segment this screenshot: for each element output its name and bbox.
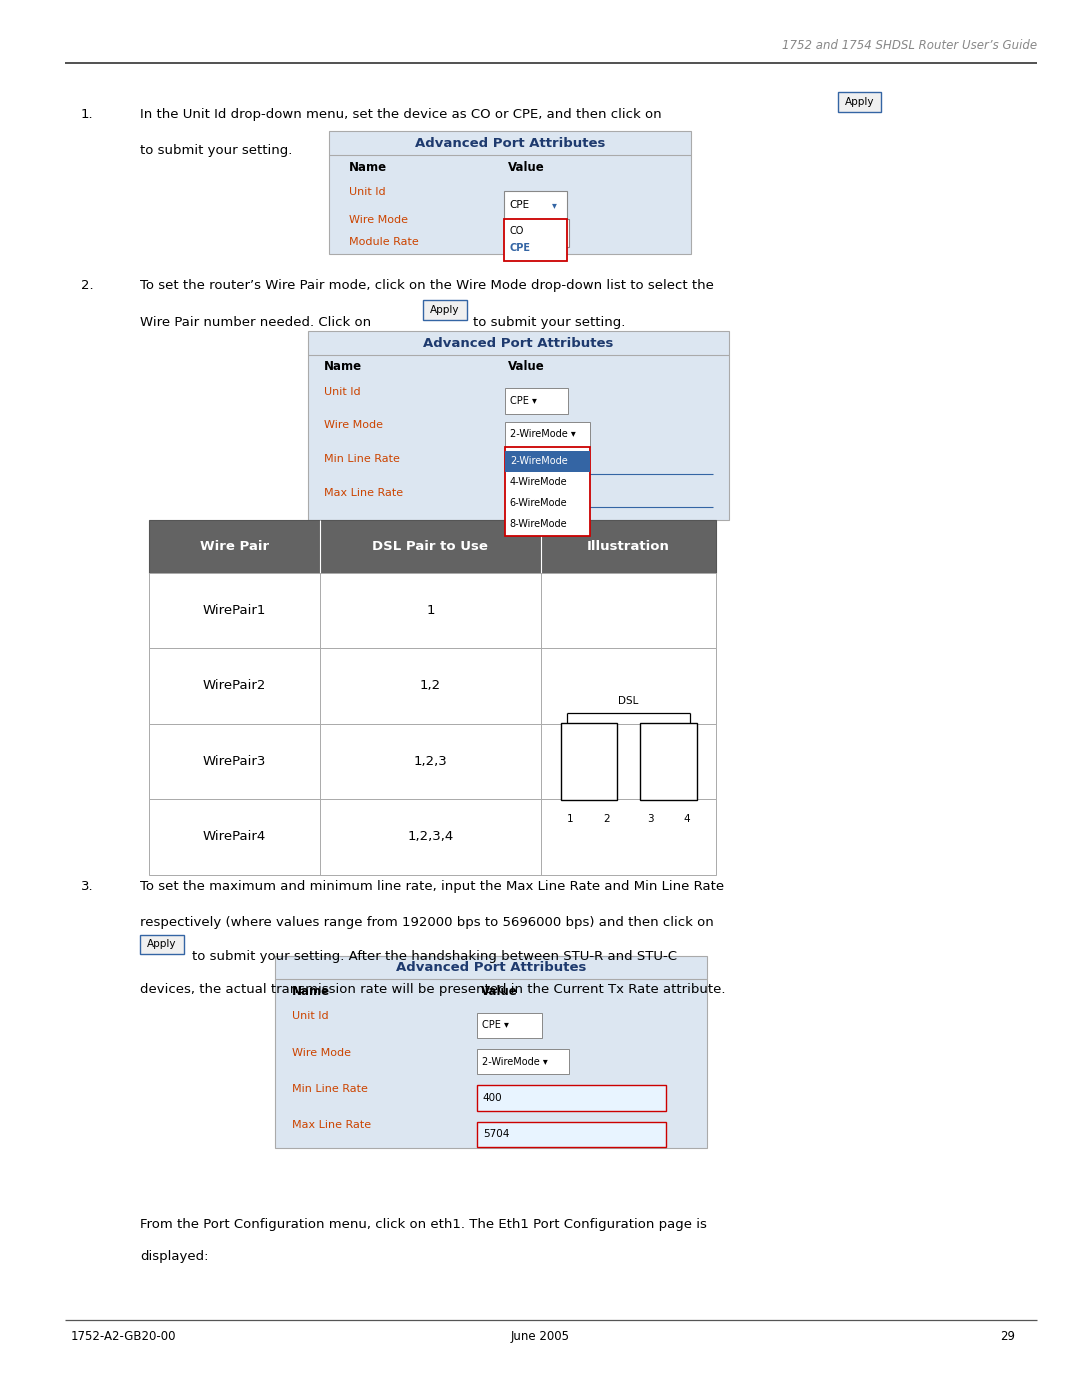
Bar	[149, 573, 716, 648]
Text: Wire Pair number needed. Click on: Wire Pair number needed. Click on	[140, 316, 372, 328]
Text: 1,2: 1,2	[420, 679, 441, 693]
Text: 29: 29	[1000, 1330, 1015, 1343]
Text: Wire Mode: Wire Mode	[349, 215, 408, 225]
Text: 1,2,3,4: 1,2,3,4	[407, 830, 454, 844]
Text: Advanced Port Attributes: Advanced Port Attributes	[423, 337, 613, 349]
Text: 2-WireMode: 2-WireMode	[510, 455, 567, 467]
Text: 2-WireMode ▾: 2-WireMode ▾	[510, 429, 576, 440]
Text: ▾: ▾	[552, 200, 556, 211]
Text: Max Line Rate: Max Line Rate	[292, 1120, 370, 1130]
Text: To set the maximum and minimum line rate, input the Max Line Rate and Min Line R: To set the maximum and minimum line rate…	[140, 880, 725, 893]
Text: to submit your setting.: to submit your setting.	[473, 316, 625, 328]
Text: Wire Mode: Wire Mode	[292, 1048, 351, 1058]
Bar	[505, 451, 590, 472]
Text: Wire Mode: Wire Mode	[324, 420, 383, 430]
Text: 1752-A2-GB20-00: 1752-A2-GB20-00	[70, 1330, 176, 1343]
Text: DSL: DSL	[619, 696, 638, 707]
Text: 2: 2	[604, 813, 610, 824]
Text: From the Port Configuration menu, click on eth1. The Eth1 Port Configuration pag: From the Port Configuration menu, click …	[140, 1218, 707, 1231]
Text: Apply: Apply	[147, 939, 177, 950]
Text: Name: Name	[349, 161, 387, 173]
Bar	[149, 520, 716, 573]
Text: Min Line Rate: Min Line Rate	[292, 1084, 367, 1094]
Bar	[477, 1049, 569, 1074]
Bar	[504, 191, 567, 219]
Text: Apply: Apply	[430, 305, 460, 316]
Text: Advanced Port Attributes: Advanced Port Attributes	[396, 961, 586, 974]
Text: Unit Id: Unit Id	[292, 1011, 328, 1021]
Text: WirePair4: WirePair4	[203, 830, 266, 844]
Text: 8-WireMode: 8-WireMode	[510, 518, 567, 529]
Text: 4: 4	[684, 813, 690, 824]
Text: 1: 1	[427, 604, 434, 617]
Bar	[838, 92, 881, 112]
Text: 1752 and 1754 SHDSL Router User’s Guide: 1752 and 1754 SHDSL Router User’s Guide	[782, 39, 1037, 52]
Text: Name: Name	[324, 360, 362, 373]
Bar	[308, 331, 729, 520]
Text: 3: 3	[647, 813, 653, 824]
Text: Apply: Apply	[845, 96, 875, 108]
Text: Value: Value	[481, 985, 517, 997]
Bar	[505, 388, 568, 414]
Text: In the Unit Id drop-down menu, set the device as CO or CPE, and then click on: In the Unit Id drop-down menu, set the d…	[140, 108, 662, 120]
Text: 6-WireMode: 6-WireMode	[510, 497, 567, 509]
Text: 1.: 1.	[81, 108, 94, 120]
Bar	[561, 724, 617, 800]
Text: 1: 1	[567, 813, 573, 824]
Text: Min Line Rate: Min Line Rate	[324, 454, 400, 464]
Bar	[423, 300, 467, 320]
Text: June 2005: June 2005	[511, 1330, 569, 1343]
Bar	[149, 648, 716, 724]
Bar	[149, 724, 716, 799]
Text: CPE: CPE	[510, 200, 530, 211]
Text: CPE ▾: CPE ▾	[482, 1020, 509, 1031]
Text: Name: Name	[292, 985, 329, 997]
Bar	[477, 1122, 666, 1147]
Text: WirePair3: WirePair3	[203, 754, 266, 768]
Text: 1,2,3: 1,2,3	[414, 754, 447, 768]
Text: To set the router’s Wire Pair mode, click on the Wire Mode drop-down list to sel: To set the router’s Wire Pair mode, clic…	[140, 279, 714, 292]
Text: devices, the actual transmission rate will be presented in the Current Tx Rate a: devices, the actual transmission rate wi…	[140, 983, 726, 996]
Text: ode: ode	[510, 228, 528, 239]
Bar	[329, 131, 691, 254]
Bar	[477, 1013, 542, 1038]
Text: CO: CO	[510, 226, 524, 236]
Text: 3.: 3.	[81, 880, 94, 893]
Bar	[275, 956, 707, 1148]
Text: ▾: ▾	[554, 228, 558, 239]
Text: WirePair1: WirePair1	[203, 604, 266, 617]
Bar	[140, 935, 184, 954]
Bar	[504, 219, 567, 261]
Bar	[640, 724, 697, 800]
Text: Illustration: Illustration	[588, 539, 670, 553]
Text: 4-WireMode: 4-WireMode	[510, 476, 567, 488]
Text: Advanced Port Attributes: Advanced Port Attributes	[415, 137, 606, 149]
Text: 400: 400	[483, 1092, 502, 1104]
Bar	[477, 1085, 666, 1111]
Text: Unit Id: Unit Id	[349, 187, 386, 197]
Text: CPE ▾: CPE ▾	[510, 395, 537, 407]
Text: respectively (where values range from 192000 bps to 5696000 bps) and then click : respectively (where values range from 19…	[140, 916, 714, 929]
Text: displayed:: displayed:	[140, 1250, 208, 1263]
Bar	[505, 447, 590, 536]
Text: DSL Pair to Use: DSL Pair to Use	[373, 539, 488, 553]
Text: 2-WireMode ▾: 2-WireMode ▾	[482, 1056, 548, 1067]
Text: WirePair2: WirePair2	[203, 679, 266, 693]
Text: Max Line Rate: Max Line Rate	[324, 488, 403, 497]
Bar	[149, 799, 716, 875]
Text: 2.: 2.	[81, 279, 94, 292]
Text: to submit your setting. After the handshaking between STU-R and STU-C: to submit your setting. After the handsh…	[192, 950, 677, 963]
Text: Value: Value	[508, 360, 544, 373]
Text: CPE: CPE	[510, 243, 530, 253]
Bar	[504, 219, 569, 247]
Text: Unit Id: Unit Id	[324, 387, 361, 397]
Text: Wire Pair: Wire Pair	[200, 539, 269, 553]
Text: 5704: 5704	[483, 1129, 509, 1140]
Text: Module Rate: Module Rate	[349, 237, 419, 247]
Bar	[505, 422, 590, 447]
Text: Value: Value	[508, 161, 544, 173]
Text: to submit your setting.: to submit your setting.	[140, 144, 293, 156]
